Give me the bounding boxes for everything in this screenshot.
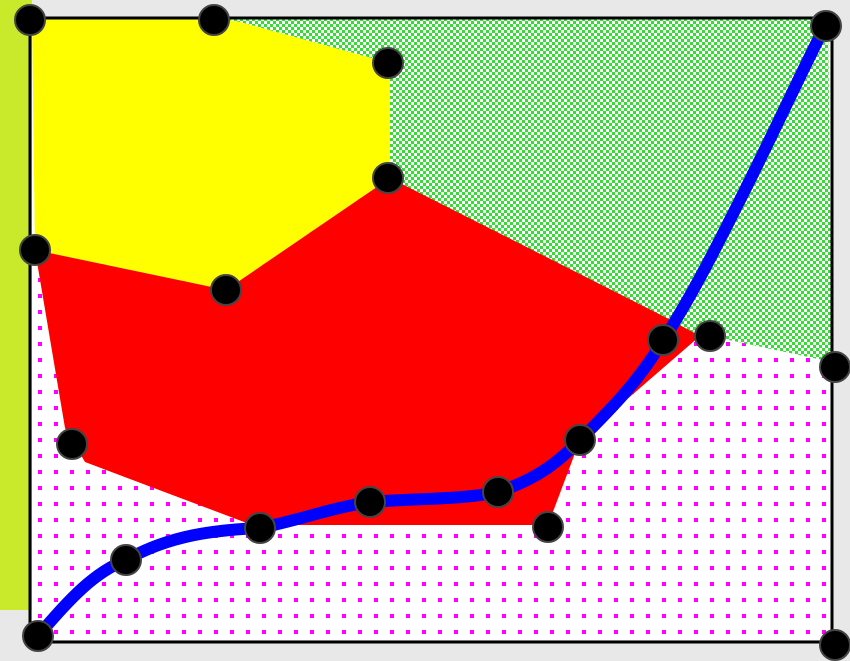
node-17: [110, 544, 142, 576]
node-19: [819, 629, 850, 661]
node-9: [694, 320, 726, 352]
node-6: [19, 234, 51, 266]
yellow-region: [32, 18, 390, 290]
node-18: [22, 620, 54, 652]
node-15: [532, 511, 564, 543]
green-region: [214, 18, 832, 362]
node-5: [372, 162, 404, 194]
node-1: [14, 4, 46, 36]
node-8: [647, 324, 679, 356]
node-group: [14, 4, 850, 661]
node-7: [210, 274, 242, 306]
node-12: [564, 424, 596, 456]
node-16: [244, 512, 276, 544]
diagram-border: [28, 16, 834, 644]
node-14: [354, 486, 386, 518]
node-3: [810, 10, 842, 42]
side-band: [0, 0, 32, 610]
node-13: [482, 476, 514, 508]
red-region: [35, 178, 700, 528]
node-10: [819, 351, 850, 383]
node-4: [372, 47, 404, 79]
node-11: [56, 428, 88, 460]
node-2: [198, 4, 230, 36]
